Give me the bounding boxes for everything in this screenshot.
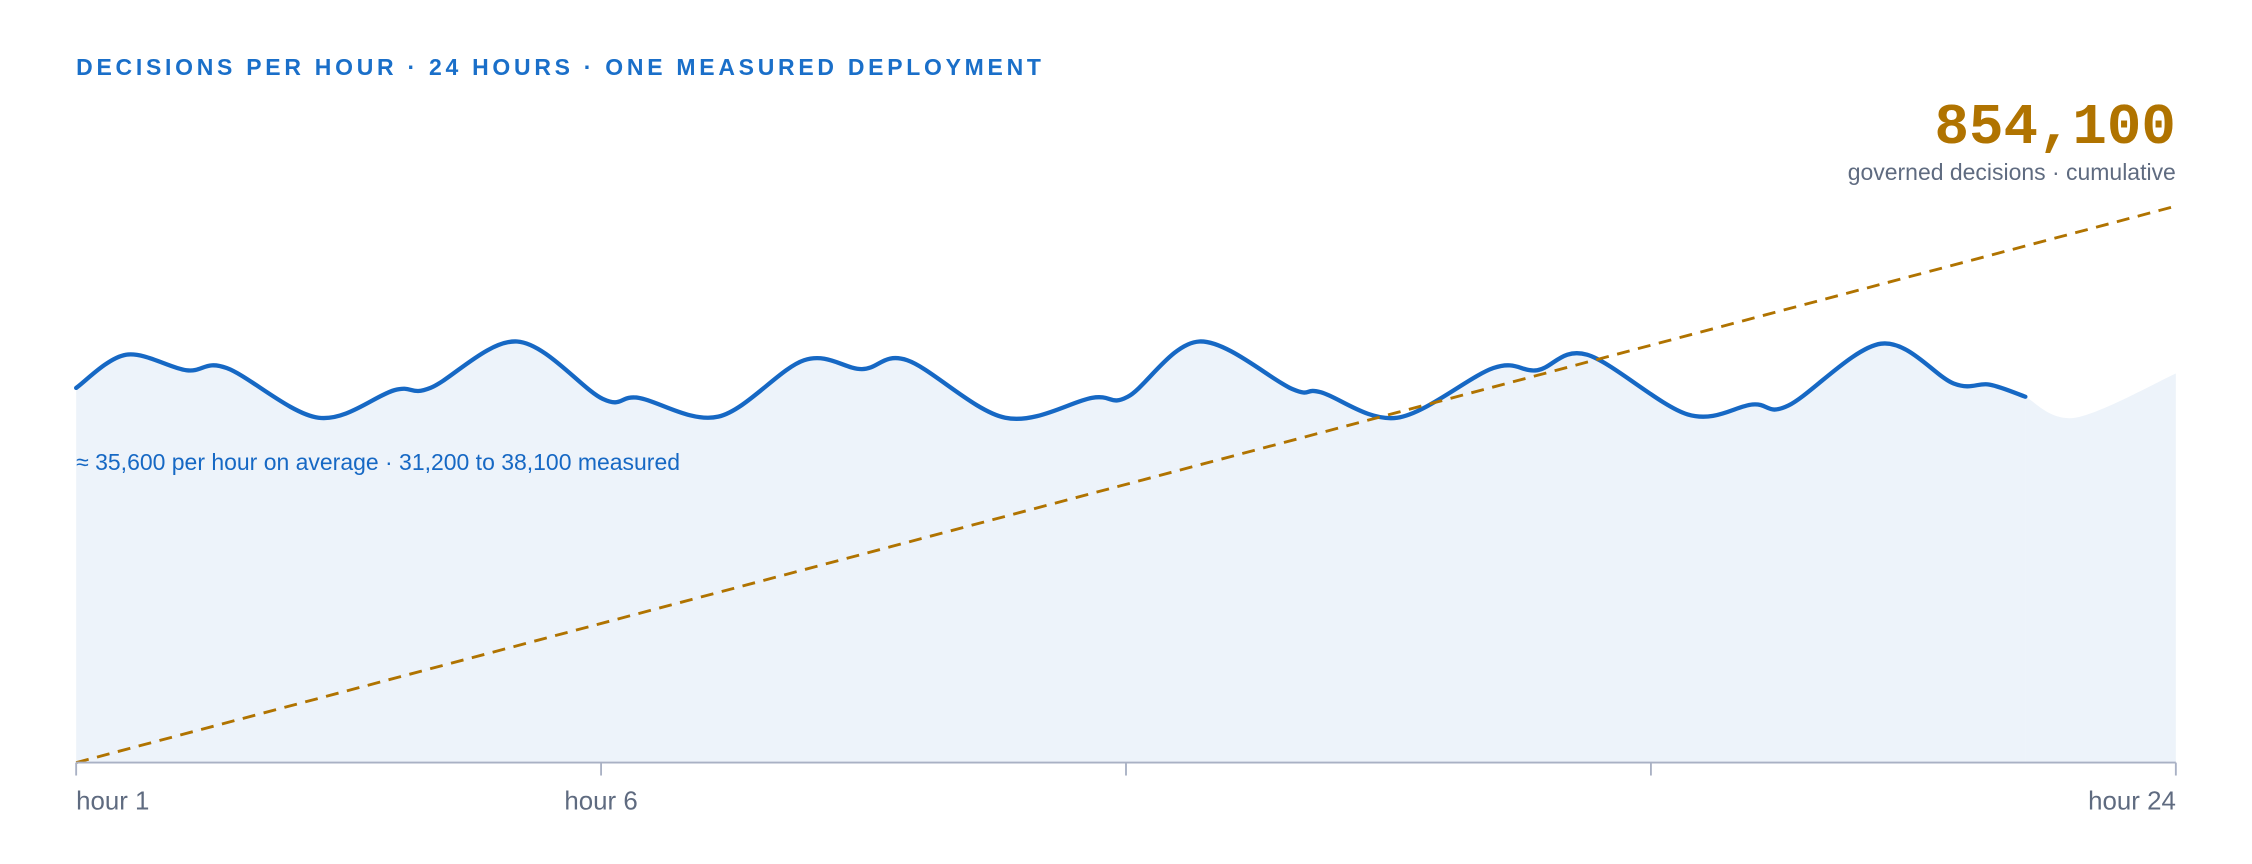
area (2025, 373, 2176, 763)
annotation: ≈ 35,600 per hour on average · 31,200 to… (76, 449, 680, 475)
area (76, 341, 2026, 763)
lines (74, 204, 2177, 764)
areas (76, 341, 2176, 763)
cumulative-line (75, 204, 2177, 764)
headline-value: 854,100 (1935, 96, 2176, 161)
headline-caption: governed decisions · cumulative (1848, 159, 2176, 185)
x-tick-label: hour 6 (564, 788, 637, 816)
x-tick-label: hour 24 (2088, 788, 2176, 816)
chart-title: DECISIONS PER HOUR · 24 HOURS · ONE MEAS… (76, 54, 1045, 80)
series-line (74, 339, 2028, 421)
x-tick-label: hour 1 (76, 788, 149, 816)
